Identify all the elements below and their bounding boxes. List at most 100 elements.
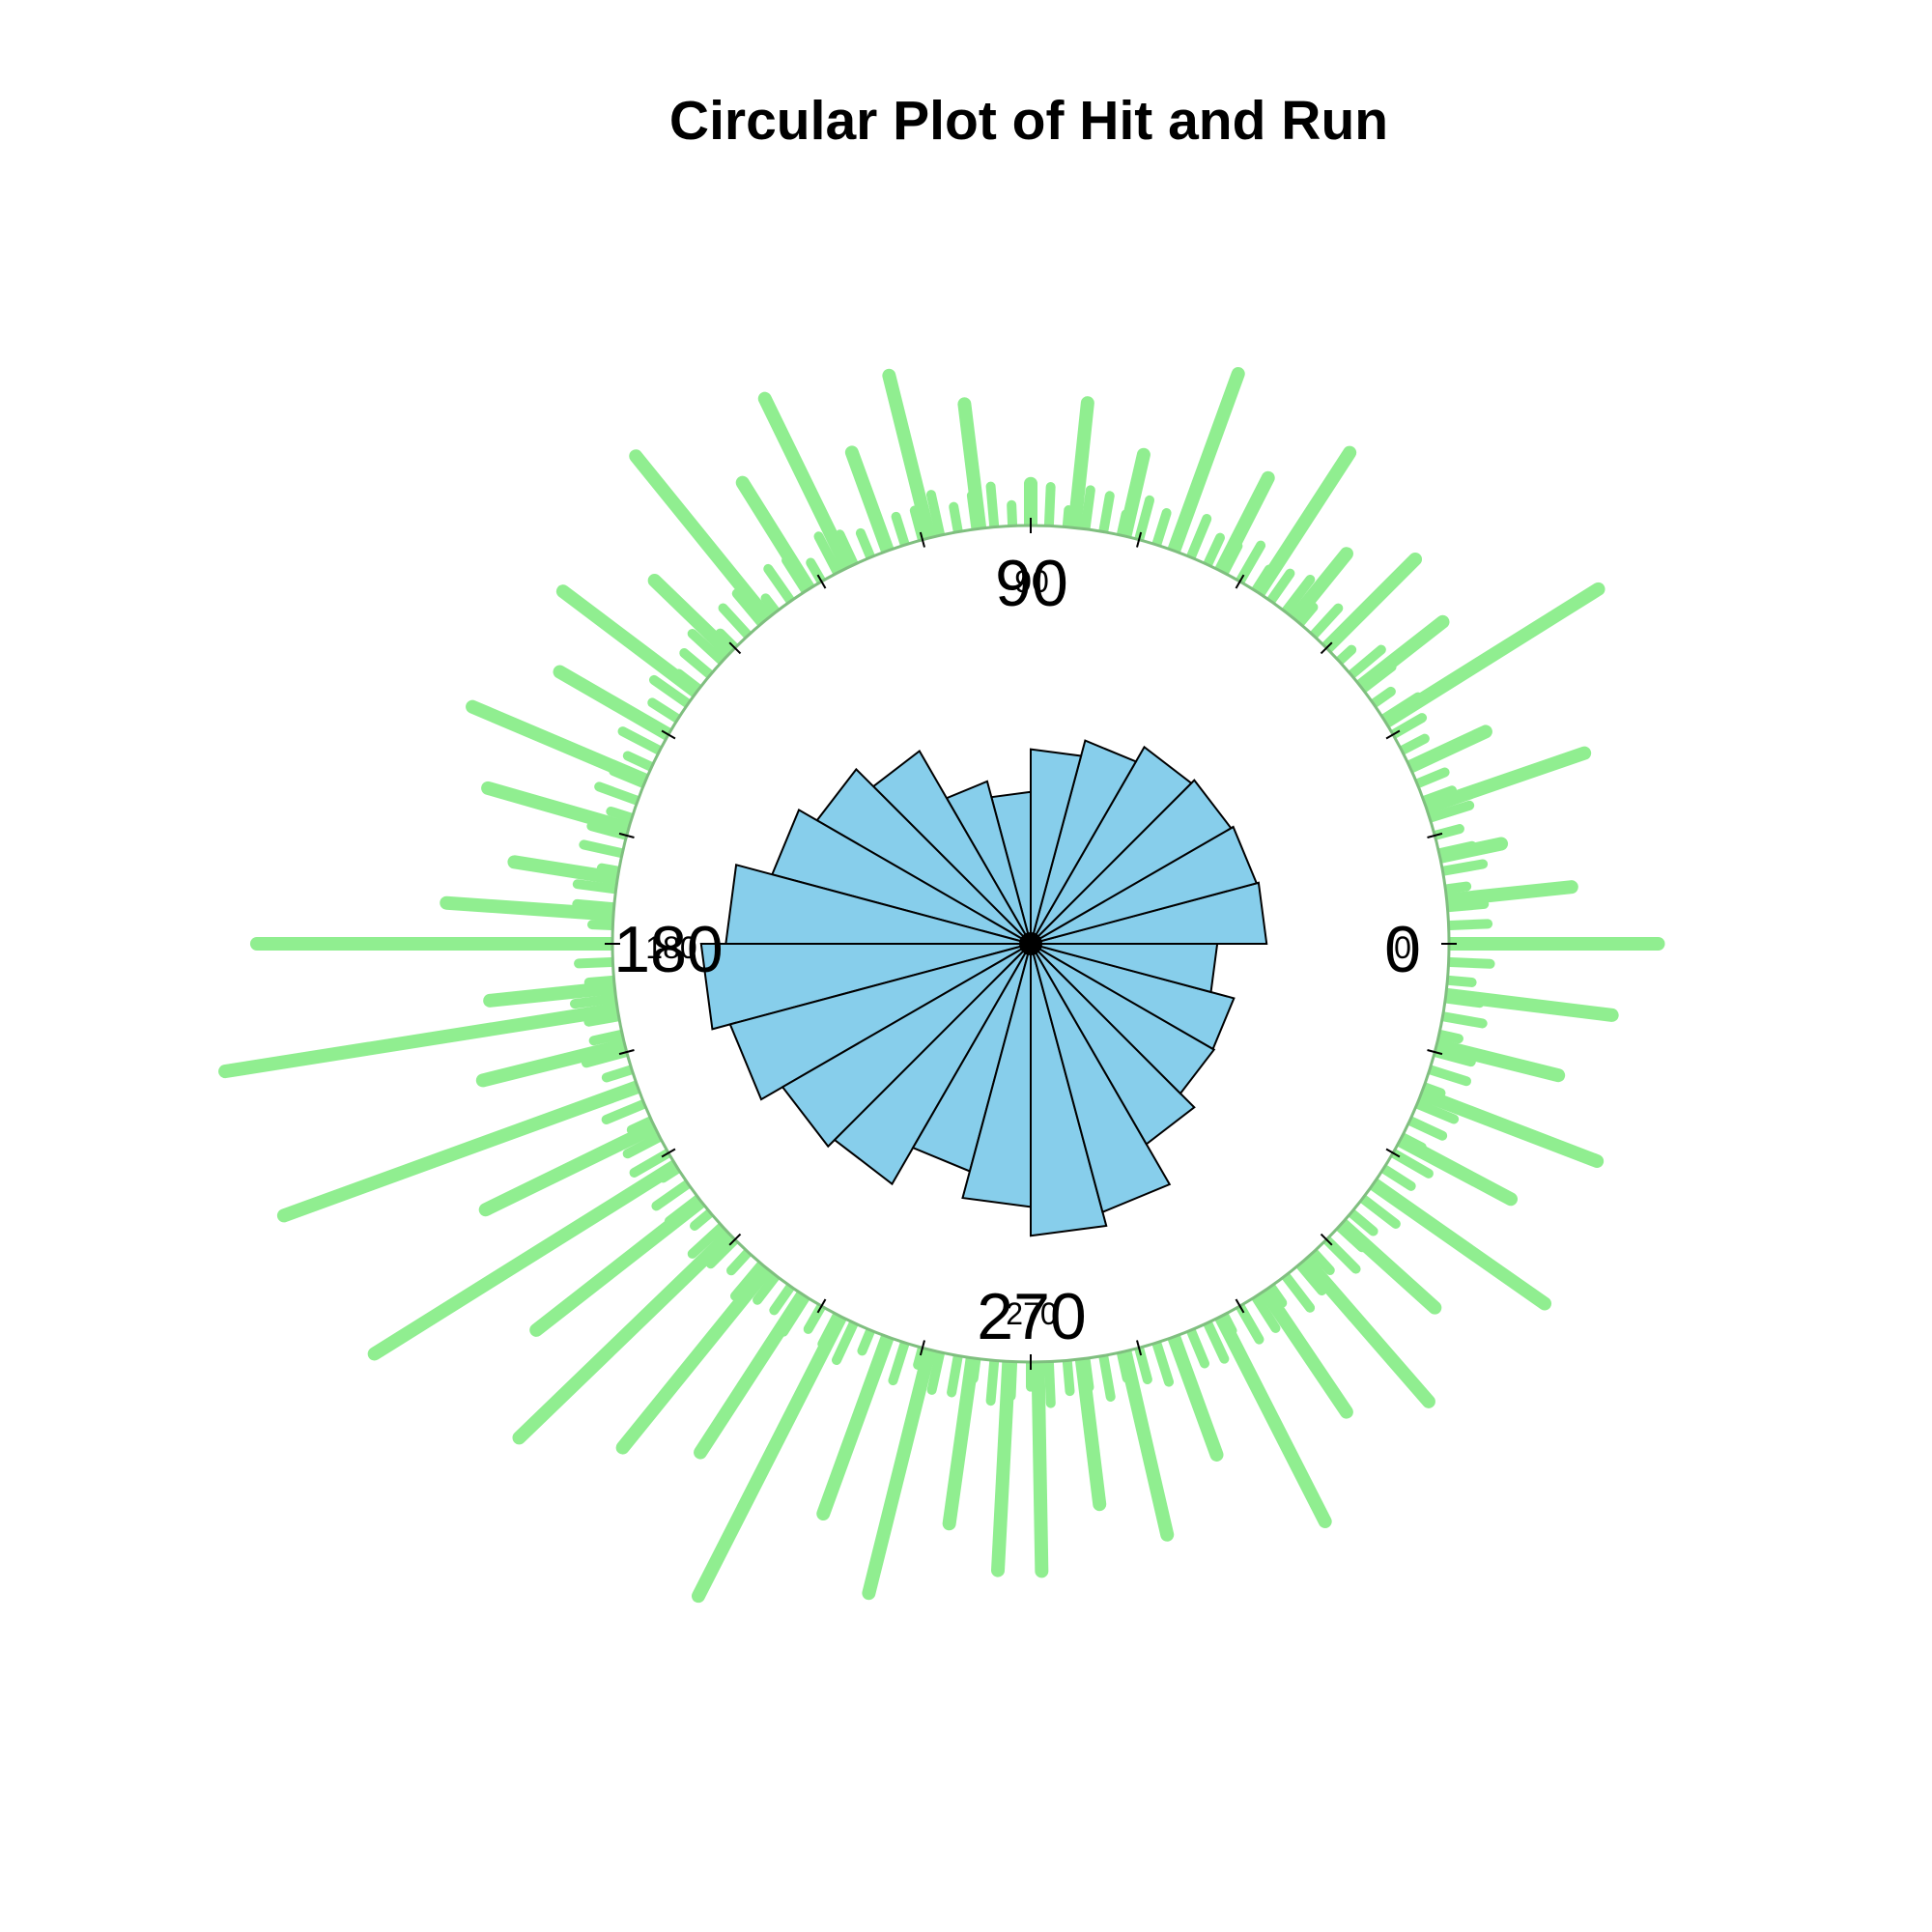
- data-ring-stroke: [947, 1347, 964, 1398]
- data-line-26: [507, 855, 633, 887]
- data-ring-stroke: [1401, 744, 1453, 774]
- angle-label-small-270: 270: [1006, 1296, 1057, 1331]
- data-ring-stroke: [753, 1267, 784, 1305]
- data-ring-stroke: [1248, 1288, 1281, 1333]
- data-ring-stroke: [1375, 692, 1423, 726]
- data-ring-stroke: [1305, 603, 1344, 643]
- data-ring-stroke: [1343, 644, 1386, 683]
- data-ring-stroke: [572, 879, 625, 895]
- data-ring-stroke: [601, 1080, 647, 1103]
- data-ring-stroke: [622, 1129, 668, 1159]
- data-ring-stroke: [1263, 568, 1295, 610]
- circle-tick: [816, 1298, 827, 1314]
- data-ring-stroke: [1375, 1161, 1416, 1191]
- circle-tick: [1235, 1298, 1245, 1314]
- data-ring-stroke: [832, 1314, 861, 1366]
- data-ring-stroke: [601, 1097, 653, 1124]
- data-ring-stroke: [985, 481, 1000, 536]
- data-ring-stroke: [835, 529, 861, 574]
- data-line-50: [1293, 1246, 1435, 1408]
- data-ring-stroke: [1331, 1218, 1367, 1253]
- data-ring-stroke: [870, 1327, 895, 1377]
- data-ring-stroke: [1434, 1010, 1488, 1029]
- data-ring-stroke: [1150, 1333, 1175, 1387]
- data-ring-stroke: [1408, 767, 1450, 790]
- data-ring-stroke: [579, 839, 632, 860]
- data-ring-stroke: [648, 674, 696, 712]
- data-ring-stroke: [718, 603, 756, 643]
- data-ring-stroke: [687, 628, 730, 669]
- circle-tick: [1320, 1233, 1333, 1246]
- data-ring-stroke: [574, 956, 622, 969]
- circle-tick: [1427, 1049, 1443, 1056]
- data-ring-stroke: [763, 563, 799, 610]
- data-line-31: [475, 1036, 640, 1088]
- circle-tick: [919, 531, 925, 548]
- data-ring-stroke: [1184, 1321, 1209, 1369]
- data-ring-stroke: [1420, 1063, 1472, 1087]
- data-ring-stroke: [617, 726, 668, 758]
- circle-tick: [1427, 832, 1443, 838]
- rose-wedge-23: [1030, 943, 1219, 994]
- data-ring-stroke: [1201, 532, 1225, 574]
- data-ring-stroke: [1150, 508, 1172, 554]
- data-ring-stroke: [985, 1351, 1000, 1406]
- data-ring-stroke: [731, 588, 770, 632]
- data-ring-stroke: [569, 992, 625, 1009]
- data-ring-stroke: [1436, 992, 1485, 1009]
- data-line-25: [481, 781, 644, 838]
- circle-tick: [1136, 531, 1143, 548]
- data-ring-stroke: [781, 554, 813, 600]
- circle-tick: [1385, 1148, 1401, 1158]
- data-ring-stroke: [1216, 541, 1243, 582]
- data-line-27: [440, 895, 629, 923]
- data-ring-stroke: [651, 1176, 696, 1211]
- data-ring-stroke: [1439, 919, 1493, 931]
- data-ring-stroke: [1079, 485, 1095, 538]
- data-ring-stroke: [1354, 662, 1397, 697]
- data-line-1: [1432, 880, 1578, 908]
- data-ring-stroke: [609, 766, 653, 790]
- data-ring-stroke: [1043, 482, 1056, 535]
- circle-tick: [618, 832, 635, 838]
- data-line-3: [1411, 746, 1592, 817]
- data-line-49: [1253, 1276, 1353, 1419]
- data-ring-stroke: [1097, 491, 1115, 541]
- data-line-20: [629, 449, 780, 633]
- data-ring-stroke: [1414, 785, 1458, 808]
- rose-layer: [699, 739, 1268, 1237]
- data-ring-stroke: [817, 1306, 845, 1350]
- data-ring-stroke: [926, 1343, 947, 1395]
- data-ring-stroke: [1201, 1314, 1230, 1364]
- data-line-29: [483, 980, 630, 1008]
- data-line-13: [1066, 396, 1094, 543]
- data-ring-stroke: [779, 1288, 813, 1337]
- data-line-30: [218, 1001, 633, 1079]
- data-ring-stroke: [1401, 1114, 1448, 1141]
- data-ring-stroke: [1408, 1097, 1460, 1124]
- data-ring-stroke: [679, 648, 719, 683]
- data-ring-stroke: [572, 898, 623, 913]
- data-ring-stroke: [1430, 840, 1477, 860]
- data-ring-stroke: [966, 490, 982, 538]
- data-line-8: [1282, 547, 1353, 633]
- circle-tick: [1136, 1340, 1143, 1356]
- data-ring-stroke: [687, 1218, 730, 1259]
- angle-label-180: 180: [613, 913, 723, 986]
- circle-tick: [1385, 729, 1401, 740]
- circle-tick: [919, 1340, 925, 1356]
- angle-label-90: 90: [995, 547, 1068, 620]
- data-ring-stroke: [729, 1256, 770, 1301]
- data-ring-stroke: [1006, 1352, 1018, 1402]
- circle-tick: [728, 641, 742, 655]
- data-line-21: [647, 574, 743, 667]
- angle-label-small-180: 180: [645, 930, 696, 965]
- circle-tick: [728, 1233, 742, 1246]
- data-ring-stroke: [1354, 1190, 1401, 1229]
- data-ring-stroke: [925, 490, 947, 545]
- data-ring-stroke: [1097, 1347, 1116, 1403]
- data-line-41: [862, 1334, 939, 1601]
- circle-tick: [816, 574, 827, 589]
- data-ring-stroke: [1434, 859, 1489, 877]
